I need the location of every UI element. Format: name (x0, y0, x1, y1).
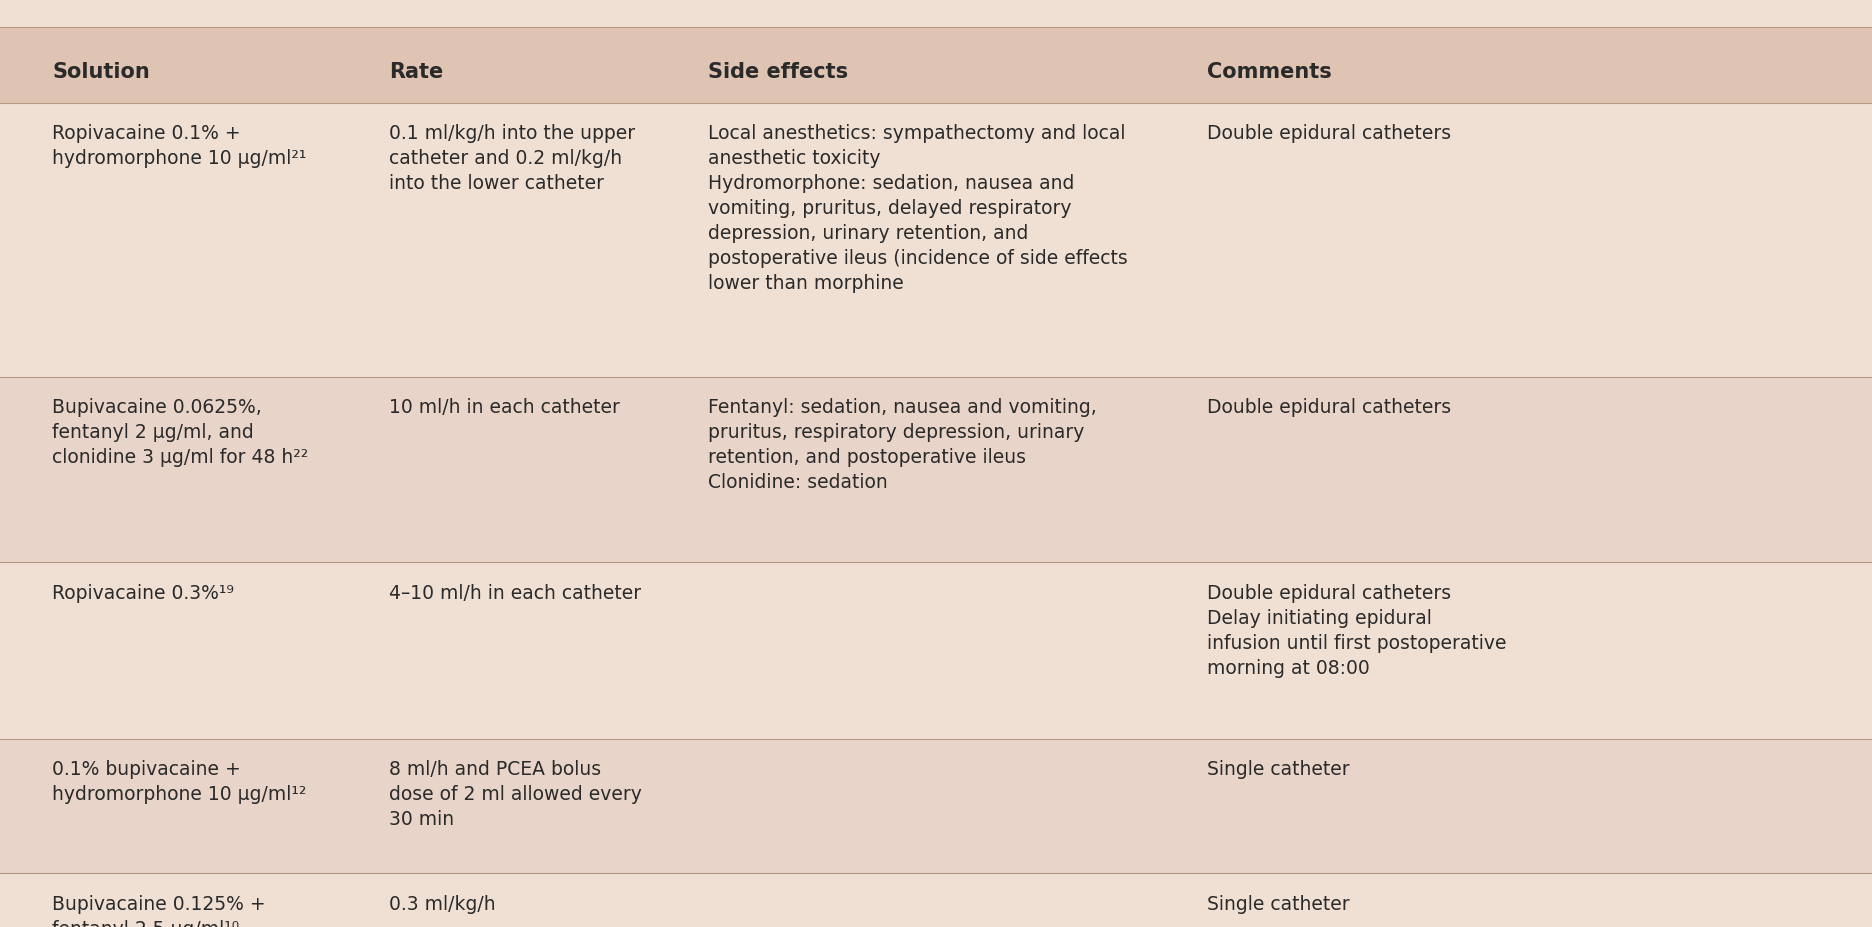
Bar (0, 377, 1872, 563)
Text: Ropivacaine 0.3%¹⁹: Ropivacaine 0.3%¹⁹ (52, 583, 234, 602)
Text: Double epidural catheters: Double epidural catheters (1207, 398, 1451, 416)
Text: 0.3 ml/kg/h: 0.3 ml/kg/h (389, 894, 496, 912)
Bar (0, 28, 1872, 104)
Text: 4–10 ml/h in each catheter: 4–10 ml/h in each catheter (389, 583, 642, 602)
Text: Ropivacaine 0.1% +
hydromorphone 10 μg/ml²¹: Ropivacaine 0.1% + hydromorphone 10 μg/m… (52, 124, 307, 168)
Bar (0, 873, 1872, 927)
Bar (0, 739, 1872, 873)
Bar (0, 563, 1872, 739)
Text: Double epidural catheters
Delay initiating epidural
infusion until first postope: Double epidural catheters Delay initiati… (1207, 583, 1507, 677)
Text: 0.1 ml/kg/h into the upper
catheter and 0.2 ml/kg/h
into the lower catheter: 0.1 ml/kg/h into the upper catheter and … (389, 124, 635, 193)
Text: Comments: Comments (1207, 62, 1333, 82)
Text: 10 ml/h in each catheter: 10 ml/h in each catheter (389, 398, 620, 416)
Text: Single catheter: Single catheter (1207, 759, 1350, 778)
Text: Rate: Rate (389, 62, 444, 82)
Text: Fentanyl: sedation, nausea and vomiting,
pruritus, respiratory depression, urina: Fentanyl: sedation, nausea and vomiting,… (708, 398, 1097, 491)
Text: Bupivacaine 0.125% +
fentanyl 2.5 μg/ml¹⁰: Bupivacaine 0.125% + fentanyl 2.5 μg/ml¹… (52, 894, 266, 927)
Bar (0, 104, 1872, 377)
Text: 8 ml/h and PCEA bolus
dose of 2 ml allowed every
30 min: 8 ml/h and PCEA bolus dose of 2 ml allow… (389, 759, 642, 828)
Text: Double epidural catheters: Double epidural catheters (1207, 124, 1451, 143)
Text: Local anesthetics: sympathectomy and local
anesthetic toxicity
Hydromorphone: se: Local anesthetics: sympathectomy and loc… (708, 124, 1127, 293)
Text: Bupivacaine 0.0625%,
fentanyl 2 μg/ml, and
clonidine 3 μg/ml for 48 h²²: Bupivacaine 0.0625%, fentanyl 2 μg/ml, a… (52, 398, 309, 466)
Text: Side effects: Side effects (708, 62, 848, 82)
Text: Solution: Solution (52, 62, 150, 82)
Text: Single catheter: Single catheter (1207, 894, 1350, 912)
Text: 0.1% bupivacaine +
hydromorphone 10 μg/ml¹²: 0.1% bupivacaine + hydromorphone 10 μg/m… (52, 759, 307, 803)
